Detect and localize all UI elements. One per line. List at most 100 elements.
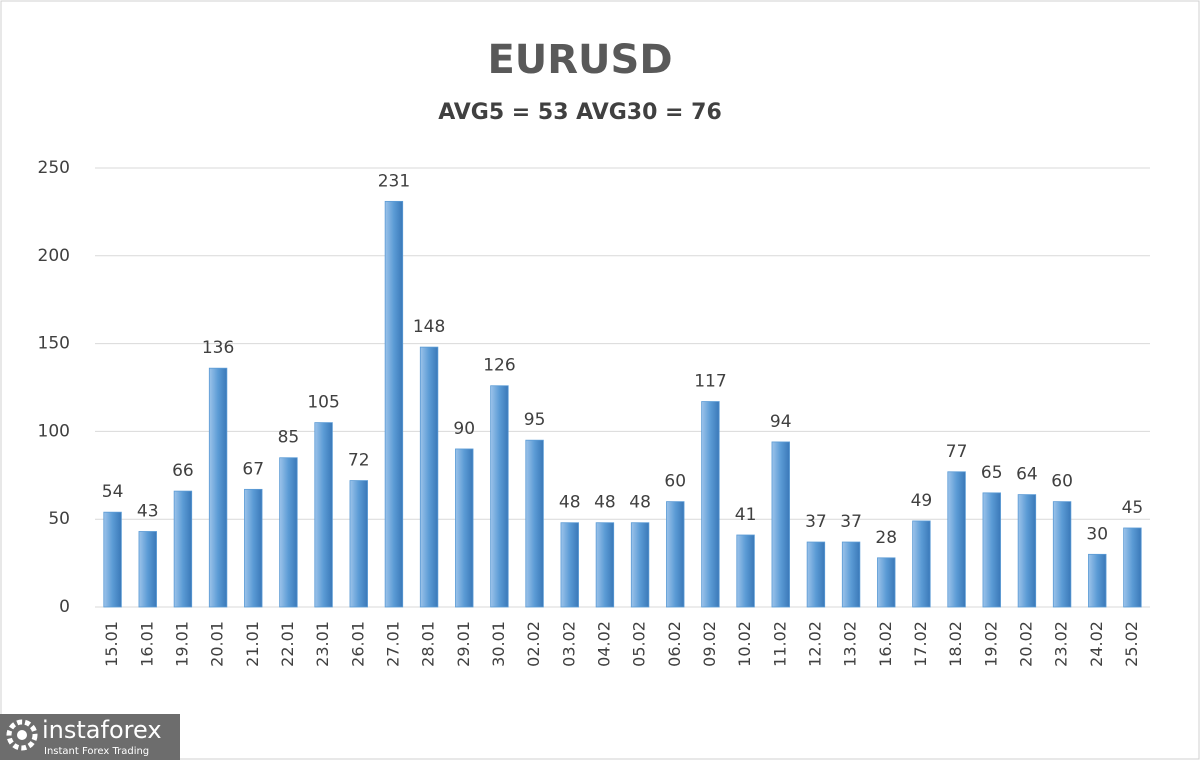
y-tick-label: 150: [38, 334, 70, 354]
data-label: 48: [559, 493, 581, 513]
bar: [982, 492, 1001, 608]
bar: [455, 448, 474, 608]
data-label: 117: [694, 372, 726, 392]
bar: [666, 501, 685, 608]
bar: [595, 522, 615, 608]
x-tick-label: 10.02: [735, 621, 754, 667]
data-label: 37: [840, 512, 862, 532]
x-tick-label: 09.02: [700, 621, 719, 667]
data-label: 45: [1122, 498, 1144, 518]
data-label: 48: [629, 493, 651, 513]
data-label: 43: [137, 501, 159, 521]
x-tick-label: 28.01: [419, 621, 438, 667]
bar: [560, 522, 579, 608]
bar: [877, 557, 896, 608]
x-tick-label: 22.01: [278, 621, 297, 667]
bar: [736, 534, 755, 608]
bar: [1017, 494, 1037, 608]
bar: [525, 439, 544, 608]
bar: [103, 511, 122, 608]
y-tick-label: 250: [38, 158, 70, 178]
data-label: 60: [664, 472, 686, 492]
x-tick-label: 19.02: [981, 621, 1000, 667]
logo: instaforex Instant Forex Trading: [0, 714, 180, 760]
chart-title: EURUSD: [487, 37, 672, 83]
x-tick-label: 06.02: [665, 621, 684, 667]
data-label: 77: [946, 442, 968, 462]
x-tick-label: 03.02: [559, 621, 578, 667]
bar: [1123, 527, 1142, 608]
x-tick-label: 15.01: [102, 621, 121, 667]
bar: [384, 200, 404, 608]
data-label: 48: [594, 493, 616, 513]
x-tick-label: 16.01: [137, 621, 156, 667]
x-tick-label: 16.02: [876, 621, 895, 667]
bar: [912, 520, 931, 608]
y-tick-label: 200: [38, 246, 70, 266]
x-tick-label: 12.02: [805, 621, 824, 667]
data-label: 54: [102, 482, 124, 502]
bar: [208, 367, 228, 608]
x-tick-label: 20.01: [208, 621, 227, 667]
y-tick-label: 50: [48, 509, 70, 529]
bar: [244, 488, 263, 608]
bar: [419, 346, 439, 608]
data-label: 66: [172, 461, 194, 481]
logo-icon-center: [17, 730, 27, 740]
x-tick-label: 24.02: [1087, 621, 1106, 667]
data-label: 231: [378, 171, 410, 191]
x-tick-label: 30.01: [489, 621, 508, 667]
data-label: 105: [307, 393, 339, 413]
data-label: 60: [1051, 472, 1073, 492]
logo-icon: [6, 719, 38, 751]
data-label: 90: [453, 419, 475, 439]
data-label: 41: [735, 505, 757, 525]
data-label: 94: [770, 412, 792, 432]
y-tick-label: 0: [59, 597, 70, 617]
y-tick-label: 100: [38, 421, 70, 441]
data-label: 148: [413, 317, 445, 337]
data-label: 30: [1086, 524, 1108, 544]
bar: [349, 480, 368, 608]
bar: [314, 422, 333, 608]
data-label: 136: [202, 338, 234, 358]
data-label: 67: [242, 459, 264, 479]
bar: [806, 541, 826, 608]
bar: [771, 441, 790, 608]
data-label: 85: [278, 428, 300, 448]
chart-subtitle: AVG5 = 53 AVG30 = 76: [438, 100, 722, 125]
data-label: 64: [1016, 465, 1038, 485]
x-tick-label: 27.01: [383, 621, 402, 667]
bar: [138, 531, 157, 608]
bar: [490, 385, 509, 608]
data-label: 49: [911, 491, 933, 511]
x-tick-label: 05.02: [630, 621, 649, 667]
x-tick-label: 02.02: [524, 621, 543, 667]
x-tick-label: 04.02: [594, 621, 613, 667]
bar: [173, 490, 193, 608]
x-tick-label: 23.02: [1052, 621, 1071, 667]
bar: [841, 541, 861, 608]
x-tick-label: 17.02: [911, 621, 930, 667]
x-tick-label: 29.01: [454, 621, 473, 667]
data-label: 65: [981, 463, 1003, 483]
data-label: 95: [524, 410, 546, 430]
bar: [701, 401, 720, 608]
x-tick-label: 25.02: [1122, 621, 1141, 667]
x-tick-label: 11.02: [770, 621, 789, 667]
x-tick-label: 26.01: [348, 621, 367, 667]
x-tick-label: 19.01: [172, 621, 191, 667]
bar: [279, 457, 298, 608]
data-label: 126: [483, 356, 515, 376]
x-tick-label: 18.02: [946, 621, 965, 667]
logo-tagline: Instant Forex Trading: [44, 746, 149, 757]
x-tick-label: 23.01: [313, 621, 332, 667]
x-tick-label: 20.02: [1016, 621, 1035, 667]
bar: [947, 471, 966, 608]
x-tick-label: 21.01: [243, 621, 262, 667]
data-label: 28: [875, 528, 897, 548]
data-label: 72: [348, 451, 370, 471]
data-label: 37: [805, 512, 827, 532]
